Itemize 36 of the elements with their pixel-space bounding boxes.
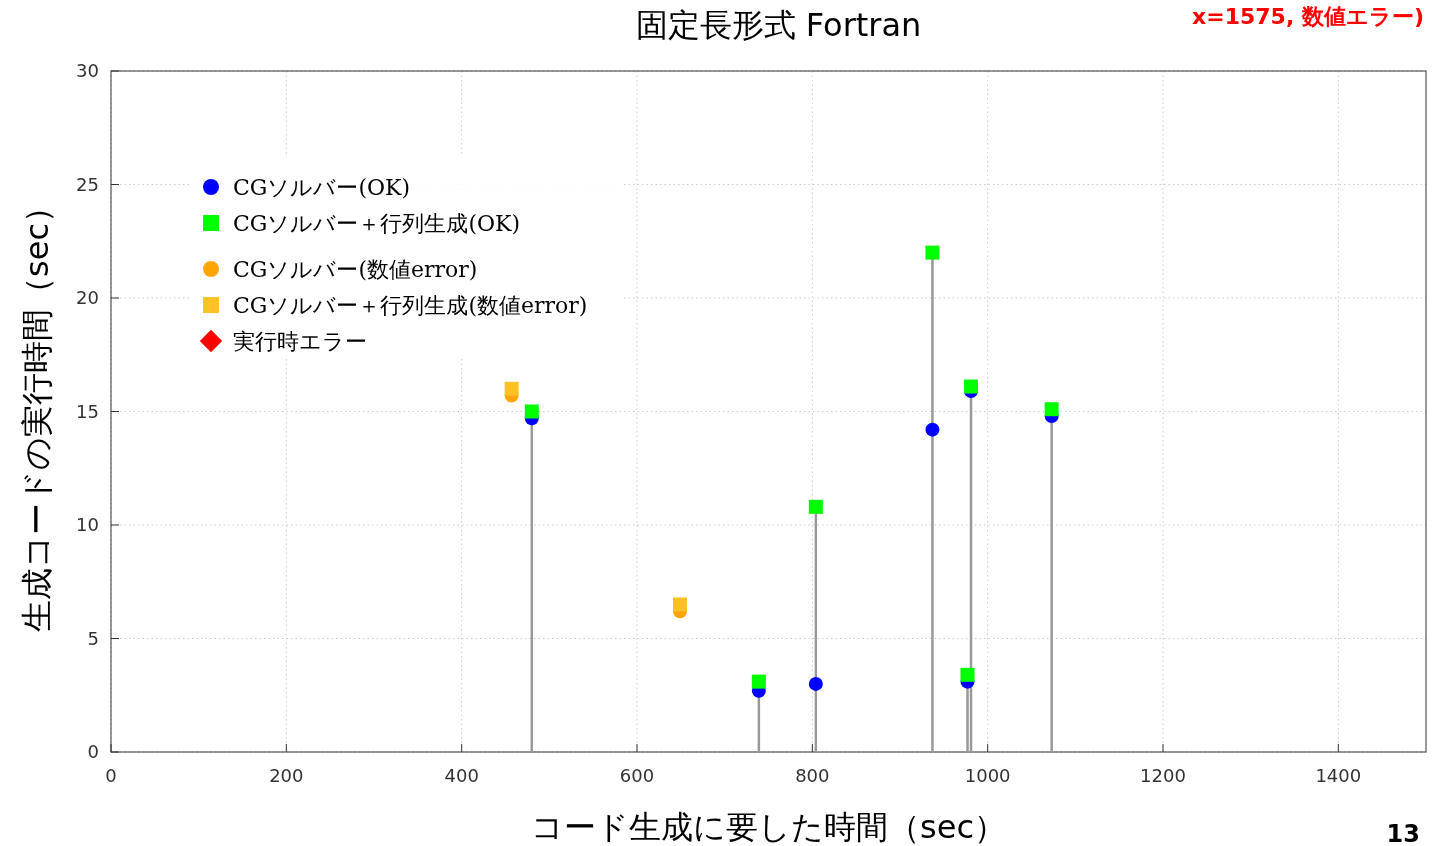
point — [964, 379, 979, 394]
x-tick-label: 600 — [619, 765, 655, 786]
y-tick-label: 5 — [87, 627, 99, 649]
legend-label: 実行時エラー — [233, 329, 367, 354]
y-tick-label: 25 — [76, 173, 99, 195]
x-tick-label: 1400 — [1315, 765, 1362, 786]
x-tick-label: 400 — [444, 765, 479, 786]
point — [1044, 402, 1059, 417]
y-tick-label: 10 — [76, 514, 99, 535]
legend-label: CGソルバー＋行列生成(OK) — [233, 211, 521, 236]
legend-label: CGソルバー(数値error) — [233, 257, 478, 282]
y-tick-label: 20 — [76, 287, 99, 308]
y-tick-label: 30 — [76, 60, 99, 81]
point — [960, 667, 975, 682]
legend-label: CGソルバー＋行列生成(数値error) — [233, 293, 588, 318]
point — [925, 245, 940, 260]
point — [808, 499, 823, 514]
x-axis-title: コード生成に要した時間（sec） — [531, 808, 1006, 846]
point — [524, 404, 539, 419]
chart-title: 固定長形式 Fortran — [635, 6, 922, 44]
point — [672, 597, 687, 612]
y-tick-label: 0 — [87, 741, 99, 762]
point — [808, 676, 823, 691]
x-tick-label: 1000 — [964, 765, 1011, 786]
point — [925, 422, 940, 437]
x-tick-label: 1200 — [1140, 765, 1186, 786]
point — [504, 381, 519, 396]
y-axis-title: 生成コードの実行時間（sec） — [18, 191, 56, 632]
point — [751, 674, 766, 689]
x-tick-label: 200 — [269, 765, 304, 786]
text: x=1575, 数値エラー) — [1192, 4, 1424, 29]
y-tick-label: 15 — [76, 400, 99, 422]
x-tick-label: 0 — [105, 765, 117, 786]
x-tick-label: 800 — [795, 765, 830, 786]
text: 13 — [1386, 820, 1420, 846]
legend-label: CGソルバー(OK) — [233, 175, 411, 200]
